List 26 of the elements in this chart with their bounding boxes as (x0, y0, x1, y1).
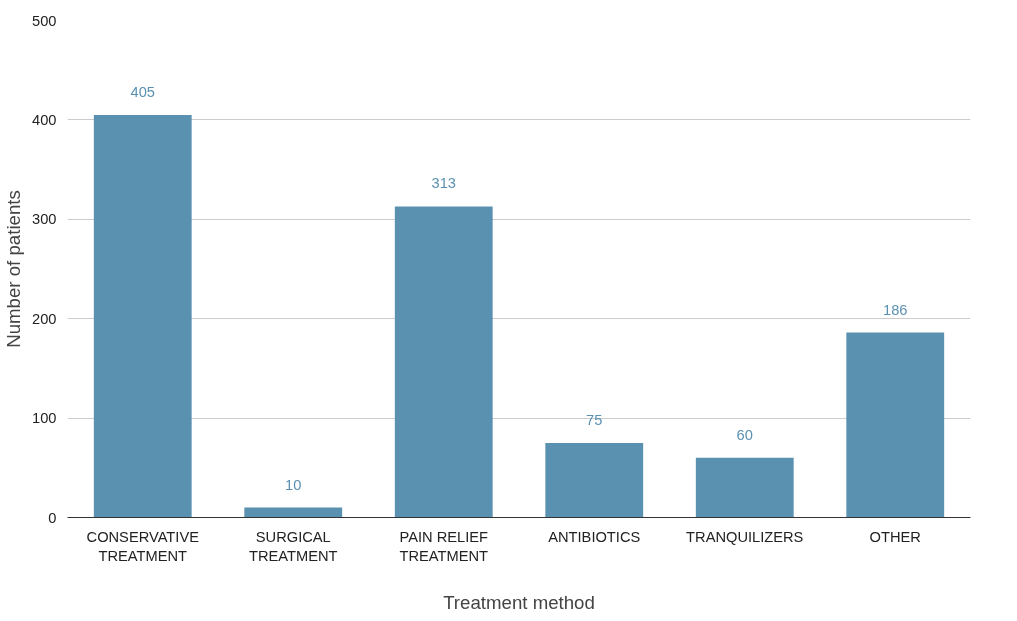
data-label: 405 (130, 83, 155, 100)
y-tick-label: 100 (32, 410, 57, 427)
bar (93, 114, 192, 518)
x-tick-label: ANTIBIOTICS (548, 528, 641, 545)
bar (394, 206, 493, 518)
y-tick-label: 500 (32, 12, 57, 29)
x-tick-label: CONSERVATIVE TREATMENT (86, 528, 200, 564)
bar (244, 507, 343, 518)
x-axis-title: Treatment method (443, 591, 595, 613)
y-tick-label: 300 (32, 211, 57, 228)
y-tick-label: 400 (32, 111, 57, 128)
data-label: 186 (883, 301, 908, 318)
x-tick-label: OTHER (869, 528, 921, 545)
x-tick-label: PAIN RELIEF TREATMENT (399, 528, 489, 564)
y-axis-title: Number of patients (3, 190, 25, 348)
bar (545, 442, 644, 518)
data-label: 313 (431, 175, 456, 192)
x-tick-label: TRANQUILIZERS (686, 528, 804, 545)
y-tick-label: 200 (32, 310, 57, 327)
data-label: 10 (285, 476, 302, 493)
data-label: 60 (736, 426, 753, 443)
bar (695, 457, 794, 518)
bar (846, 332, 945, 518)
data-label: 75 (586, 411, 603, 428)
y-tick-label: 0 (48, 509, 57, 526)
x-tick-label: SURGICAL TREATMENT (249, 528, 338, 564)
